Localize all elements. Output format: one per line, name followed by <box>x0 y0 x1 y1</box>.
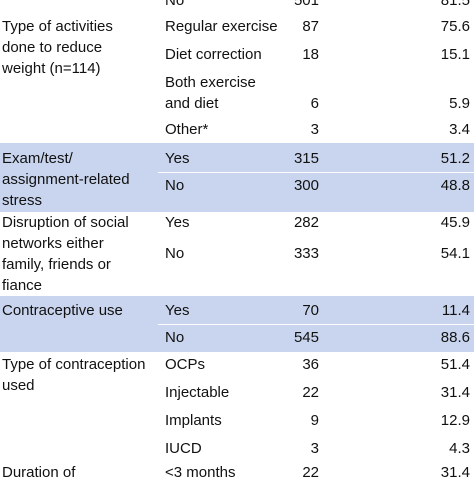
row-group: Contraceptive use Yes 70 11.4 No 545 88.6 <box>0 294 474 352</box>
option: Regular exercise <box>165 17 278 35</box>
count: 87 <box>302 17 319 35</box>
percent: 5.9 <box>449 95 470 112</box>
count: 501 <box>293 0 319 9</box>
percent: 81.5 <box>440 0 470 9</box>
count: 18 <box>302 45 319 63</box>
row-separator <box>158 171 474 173</box>
option: IUCD <box>165 439 202 457</box>
count: 282 <box>293 213 319 231</box>
group-label: family, friends or <box>2 255 111 273</box>
percent: 51.2 <box>440 149 470 167</box>
option: Yes <box>165 149 190 167</box>
option: Yes <box>165 213 190 231</box>
option: OCPs <box>165 355 206 373</box>
option: No <box>165 244 185 262</box>
option: Diet correction <box>165 45 262 63</box>
group-label: Type of activities <box>2 17 113 35</box>
count: 6 <box>310 95 319 112</box>
count: 22 <box>302 383 319 401</box>
count: 300 <box>293 176 319 194</box>
group-label: fiance <box>2 276 43 294</box>
row-group: Duration of <3 months 22 31.4 <box>0 456 474 494</box>
group-label: Contraceptive use <box>2 301 123 319</box>
option: Implants <box>165 411 222 429</box>
option: No <box>165 0 185 9</box>
percent: 3.4 <box>449 120 470 138</box>
group-label: weight (n=114) <box>2 59 101 77</box>
percent: 31.4 <box>440 383 470 401</box>
percent: 48.8 <box>440 176 470 194</box>
row-group: Type of activities done to reduce weight (… <box>0 10 474 141</box>
row-group: No 501 81.5 <box>0 0 474 10</box>
option: <3 months <box>165 463 236 481</box>
percent: 51.4 <box>440 355 470 373</box>
group-label: assignment-related <box>2 170 130 188</box>
row-group: Exam/test/assignment-related stress Yes 315… <box>0 141 474 212</box>
option: and diet <box>165 95 219 112</box>
count: 70 <box>302 301 319 319</box>
group-label: stress <box>2 191 43 209</box>
percent: 12.9 <box>440 411 470 429</box>
count: 333 <box>293 244 319 262</box>
group-label: Exam/test/ <box>2 149 73 167</box>
count: 3 <box>310 439 319 457</box>
option: No <box>165 176 185 194</box>
percent: 31.4 <box>440 463 470 481</box>
count: 545 <box>293 328 319 346</box>
option: Yes <box>165 301 190 319</box>
group-label: Duration of <box>2 463 76 481</box>
percent: 75.6 <box>440 17 470 35</box>
row-group: Type of contraception used OCPs 36 51.4 Injec… <box>0 352 474 457</box>
percent: 45.9 <box>440 213 470 231</box>
count: 315 <box>293 149 319 167</box>
option: No <box>165 328 185 346</box>
option: Injectable <box>165 383 230 401</box>
group-label: Type of contraception <box>2 355 146 373</box>
group-label: done to reduce <box>2 38 103 56</box>
count: 3 <box>310 120 319 138</box>
group-label: used <box>2 376 35 394</box>
percent: 54.1 <box>440 244 470 262</box>
row-group: Disruption of social networks either famil… <box>0 212 474 294</box>
option: Both exercise <box>165 74 256 91</box>
group-label: Disruption of social <box>2 213 129 231</box>
row-separator <box>158 323 474 325</box>
group-label: networks either <box>2 234 104 252</box>
option: Other* <box>165 120 209 138</box>
percent: 4.3 <box>449 439 470 457</box>
percent: 88.6 <box>440 328 470 346</box>
count: 9 <box>310 411 319 429</box>
percent: 15.1 <box>440 45 470 63</box>
count: 22 <box>302 463 319 481</box>
percent: 11.4 <box>441 301 470 319</box>
page: No 501 81.5 Type of activities done to reduc… <box>0 0 474 481</box>
count: 36 <box>302 355 319 373</box>
